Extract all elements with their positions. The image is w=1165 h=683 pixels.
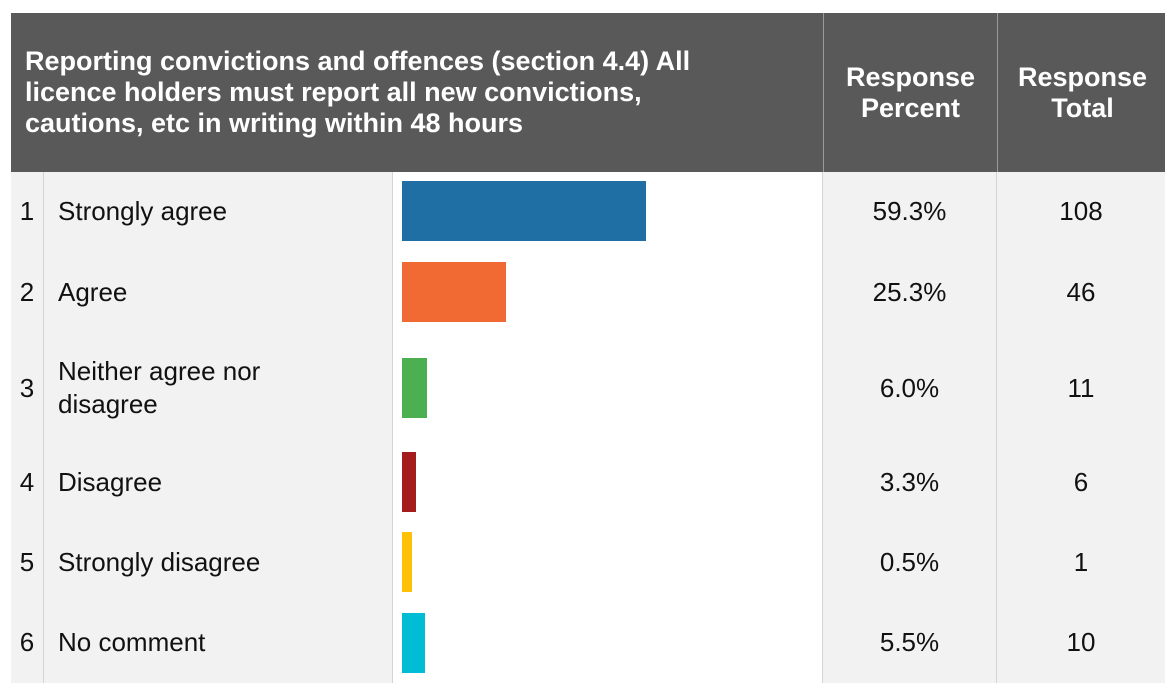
category-label-line: Agree xyxy=(58,276,128,307)
question-header: Reporting convictions and offences (sect… xyxy=(11,13,823,172)
category-label-line: disagree xyxy=(58,389,158,419)
table-row: 3 Neither agree nor disagree 6.0% 11 xyxy=(11,334,1165,443)
category-label-line: No comment xyxy=(58,627,206,657)
response-bar xyxy=(402,452,416,512)
response-total-value: 10 xyxy=(997,602,1165,683)
response-total-value: 46 xyxy=(997,250,1165,334)
response-total-header-line: Response xyxy=(1017,61,1148,92)
response-percent-header: Response Percent xyxy=(823,13,997,172)
category-label: No comment xyxy=(44,602,393,683)
response-percent-header-line: Percent xyxy=(860,92,961,123)
response-bar xyxy=(402,532,412,592)
row-number: 3 xyxy=(11,334,44,442)
response-total-value: 1 xyxy=(997,522,1165,602)
category-label-text: Neither agree nor disagree xyxy=(58,355,260,421)
category-label-text: Disagree xyxy=(58,466,162,499)
row-number: 4 xyxy=(11,442,44,522)
row-number: 1 xyxy=(11,172,44,250)
response-percent-value: 59.3% xyxy=(823,172,997,250)
category-label-line: Strongly agree xyxy=(58,195,228,226)
category-label-line: Strongly disagree xyxy=(58,546,261,577)
category-label: Strongly agree xyxy=(44,172,393,250)
bar-cell xyxy=(393,250,823,334)
row-number: 6 xyxy=(11,602,44,683)
category-label-text: Agree xyxy=(58,276,127,309)
category-label-text: No comment xyxy=(58,626,205,659)
question-header-line: cautions, etc in writing within 48 hours xyxy=(25,108,524,138)
category-label: Agree xyxy=(44,250,393,334)
response-total-header: Response Total xyxy=(997,13,1165,172)
bar-cell xyxy=(393,602,823,683)
response-percent-value: 0.5% xyxy=(823,522,997,602)
table-row: 1 Strongly agree 59.3% 108 xyxy=(11,172,1165,251)
category-label: Neither agree nor disagree xyxy=(44,334,393,442)
response-total-header-line: Total xyxy=(1051,92,1114,123)
survey-results-table: Reporting convictions and offences (sect… xyxy=(11,13,1165,683)
category-label-text: Strongly disagree xyxy=(58,546,260,579)
row-number: 5 xyxy=(11,522,44,602)
category-label-line: Disagree xyxy=(58,466,163,497)
bar-cell xyxy=(393,172,823,250)
response-percent-value: 25.3% xyxy=(823,250,997,334)
category-label-line: Neither agree nor xyxy=(58,356,261,386)
table-row: 2 Agree 25.3% 46 xyxy=(11,250,1165,335)
bar-cell xyxy=(393,522,823,602)
response-bar xyxy=(402,613,425,673)
question-header-line: Reporting convictions and offences (sect… xyxy=(25,46,691,76)
table-row: 4 Disagree 3.3% 6 xyxy=(11,442,1165,523)
table-header: Reporting convictions and offences (sect… xyxy=(11,13,1165,172)
response-total-value: 11 xyxy=(997,334,1165,442)
response-bar xyxy=(402,181,646,241)
response-total-value: 108 xyxy=(997,172,1165,250)
row-number: 2 xyxy=(11,250,44,334)
response-percent-value: 6.0% xyxy=(823,334,997,442)
category-label: Disagree xyxy=(44,442,393,522)
bar-cell xyxy=(393,334,823,442)
category-label-text: Strongly agree xyxy=(58,195,227,228)
response-percent-value: 5.5% xyxy=(823,602,997,683)
response-bar xyxy=(402,262,506,322)
question-header-line: licence holders must report all new conv… xyxy=(25,77,642,107)
table-row: 5 Strongly disagree 0.5% 1 xyxy=(11,522,1165,603)
category-label: Strongly disagree xyxy=(44,522,393,602)
response-total-value: 6 xyxy=(997,442,1165,522)
table-row: 6 No comment 5.5% 10 xyxy=(11,602,1165,683)
bar-cell xyxy=(393,442,823,522)
response-percent-value: 3.3% xyxy=(823,442,997,522)
response-bar xyxy=(402,358,427,418)
response-percent-header-line: Response xyxy=(845,61,976,92)
